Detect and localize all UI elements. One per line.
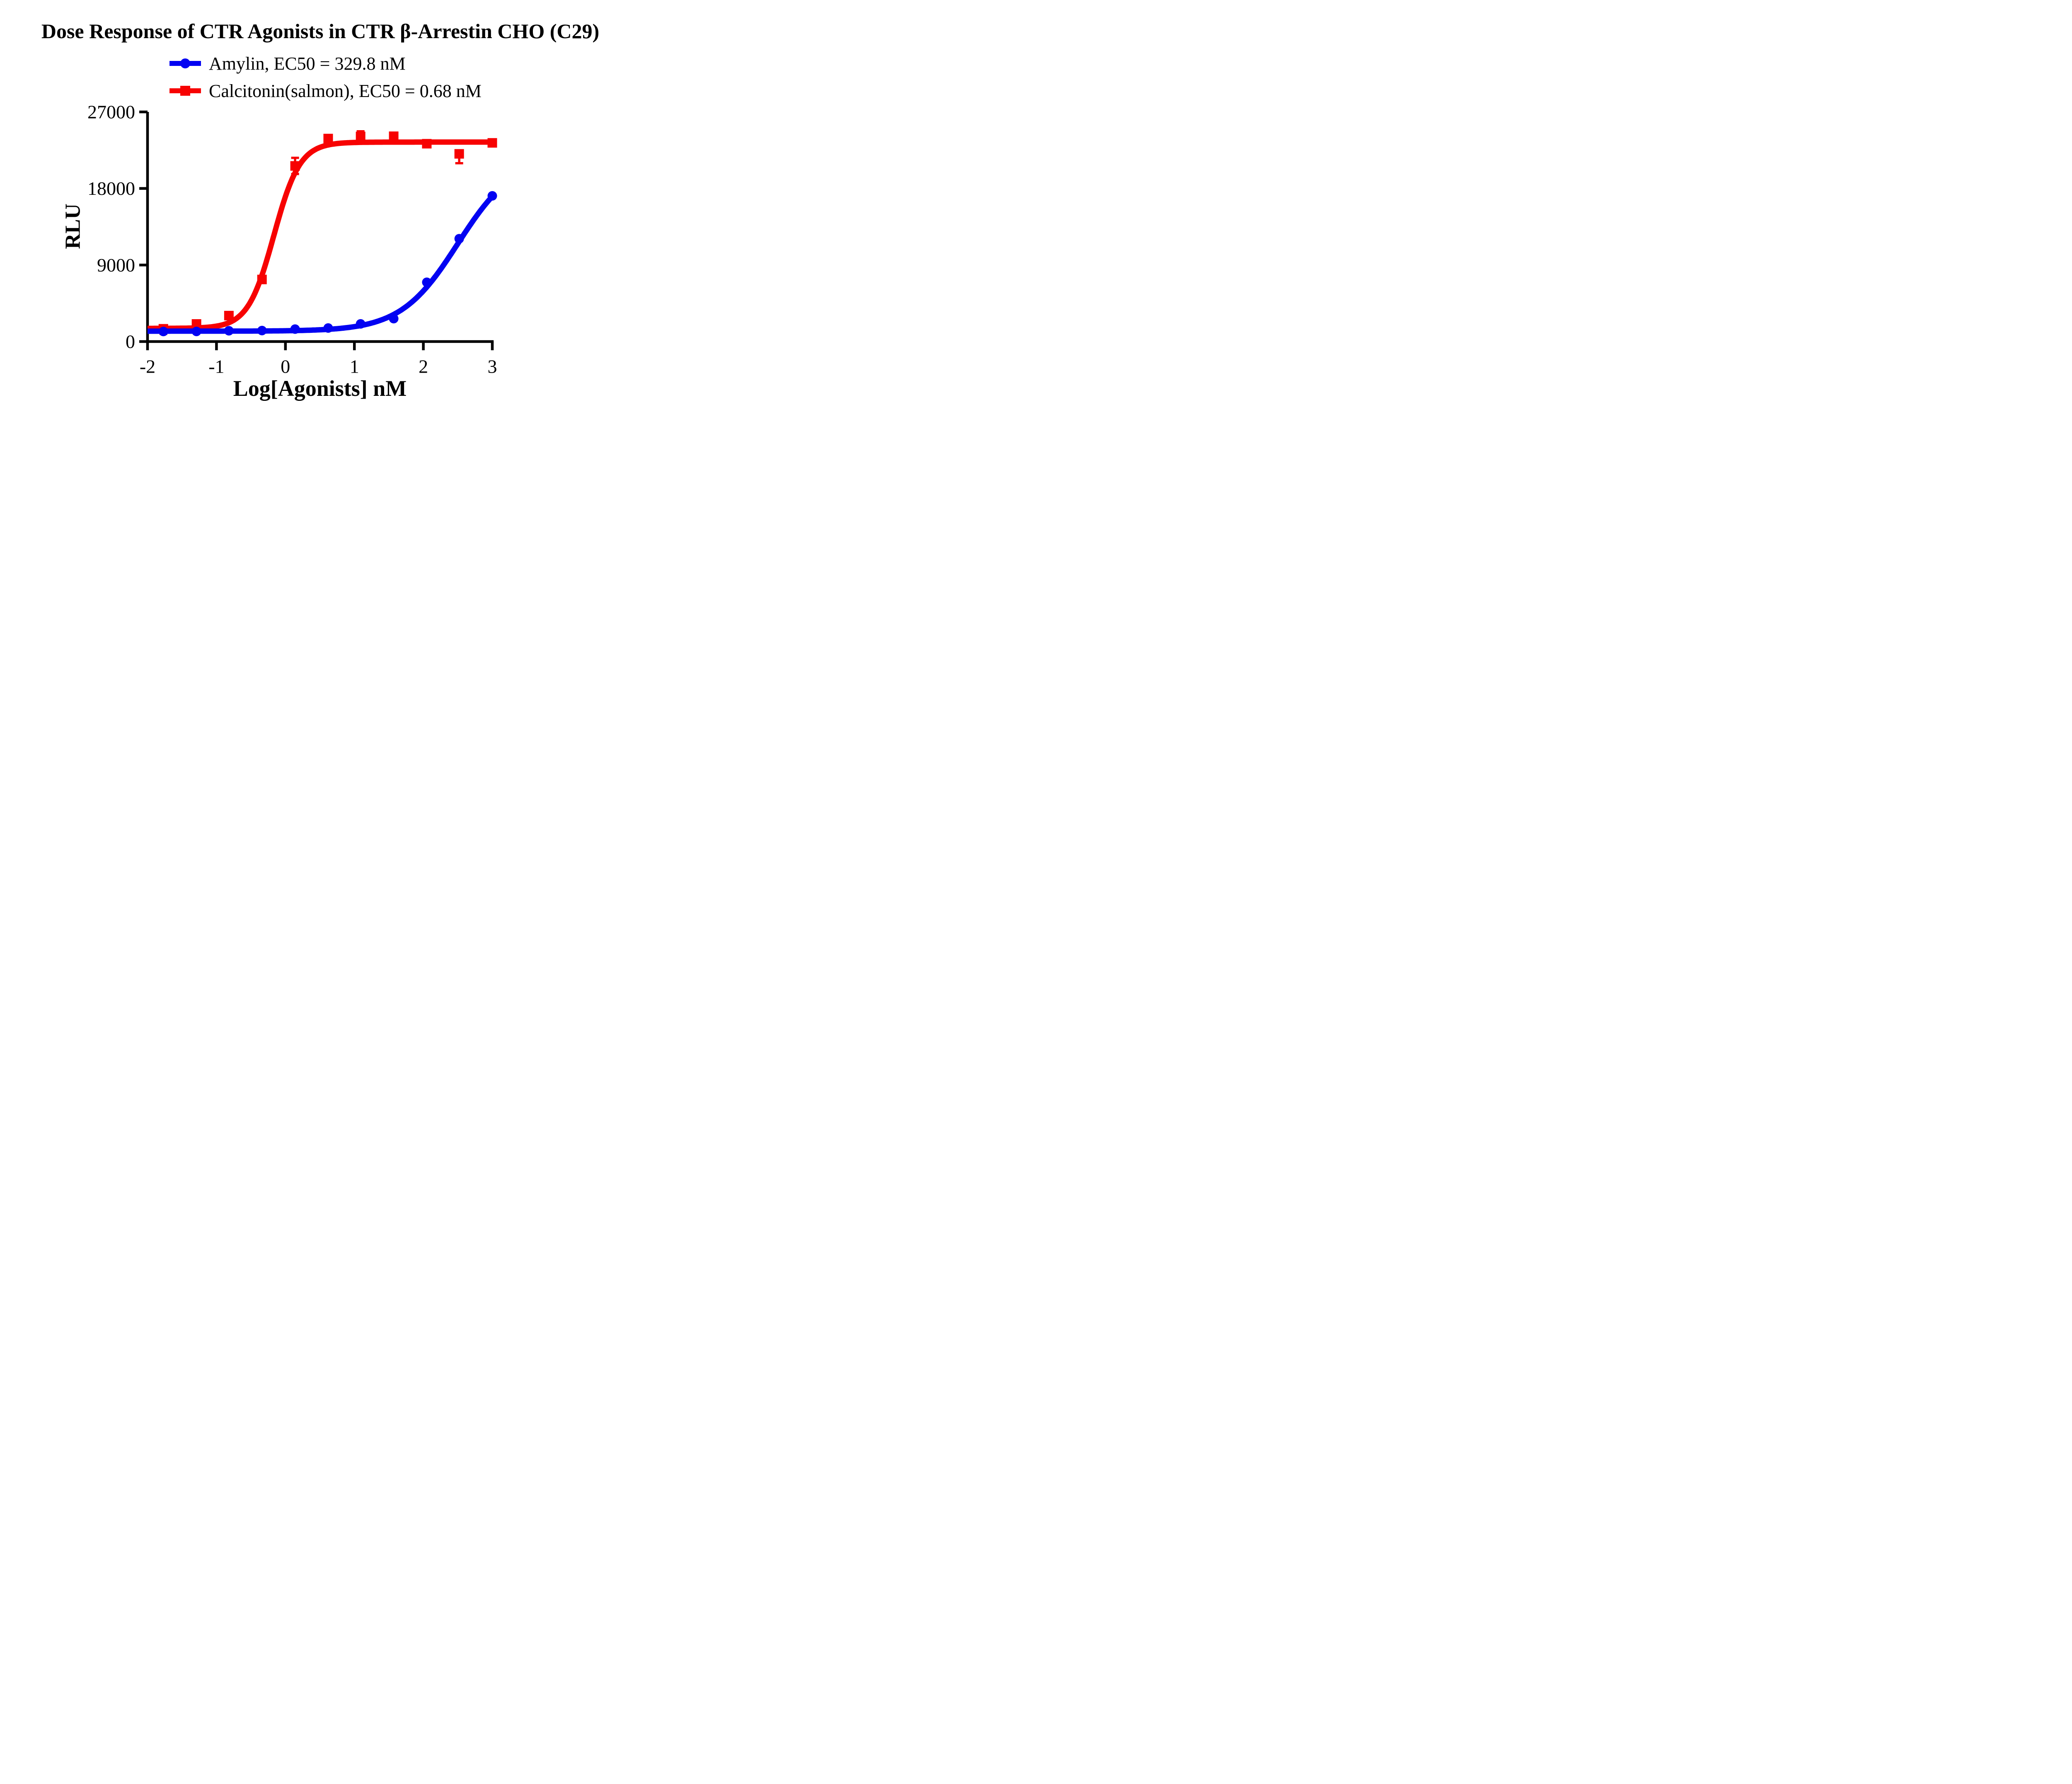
data-point-calcitonin-salmon (487, 138, 497, 148)
legend: Amylin, EC50 = 329.8 nM Calcitonin(salmon… (169, 51, 482, 103)
x-tick-label: -1 (208, 356, 224, 377)
data-point-calcitonin-salmon (323, 133, 333, 143)
data-point-amylin (191, 327, 201, 337)
data-point-calcitonin-salmon (356, 131, 366, 141)
data-point-amylin (224, 326, 234, 336)
x-axis-title: Log[Agonists] nM (233, 376, 407, 401)
data-point-calcitonin-salmon (422, 139, 432, 149)
y-tick-label: 0 (126, 331, 135, 352)
data-point-amylin (323, 323, 333, 333)
data-point-calcitonin-salmon (389, 131, 399, 141)
data-point-amylin (356, 319, 366, 329)
y-axis-title: RLU (61, 204, 85, 249)
legend-marker-shape (180, 58, 190, 68)
legend-marker-circle-icon (169, 58, 201, 68)
fit-curve-amylin (146, 194, 494, 334)
y-tick-label: 9000 (97, 255, 135, 276)
data-point-calcitonin-salmon (191, 319, 201, 329)
x-tick-label: 1 (350, 356, 359, 377)
legend-item-calcitonin-salmon: Calcitonin(salmon), EC50 = 0.68 nM (169, 79, 482, 103)
data-point-amylin (389, 314, 399, 324)
legend-marker-shape (180, 86, 190, 96)
x-tick-label: 3 (488, 356, 497, 377)
fit-curve-calcitonin-salmon (146, 139, 494, 331)
legend-item-amylin: Amylin, EC50 = 329.8 nM (169, 51, 482, 75)
data-point-amylin (422, 277, 432, 287)
legend-label-calcitonin-salmon: Calcitonin(salmon), EC50 = 0.68 nM (209, 80, 482, 101)
dose-response-chart: Dose Response of CTR Agonists in CTR β-A… (0, 0, 641, 419)
data-point-calcitonin-salmon (224, 310, 234, 320)
x-tick-label: 0 (281, 356, 290, 377)
data-point-amylin (158, 327, 168, 337)
x-tick-label: -2 (140, 356, 155, 377)
plot-area: -2 -1 0 1 2 3 0 9000 18000 27000 (87, 102, 497, 377)
y-tick-label: 27000 (87, 102, 135, 123)
y-tick-label: 18000 (87, 178, 135, 199)
data-point-amylin (290, 324, 300, 334)
data-point-calcitonin-salmon (454, 149, 464, 159)
x-tick-label: 2 (419, 356, 428, 377)
data-point-calcitonin-salmon (257, 274, 267, 284)
data-point-amylin (487, 191, 497, 201)
data-point-amylin (454, 234, 464, 244)
data-point-calcitonin-salmon (290, 161, 300, 171)
legend-label-amylin: Amylin, EC50 = 329.8 nM (209, 53, 406, 74)
legend-marker-square-icon (169, 86, 201, 96)
chart-title: Dose Response of CTR Agonists in CTR β-A… (41, 19, 600, 43)
data-point-amylin (257, 326, 267, 336)
